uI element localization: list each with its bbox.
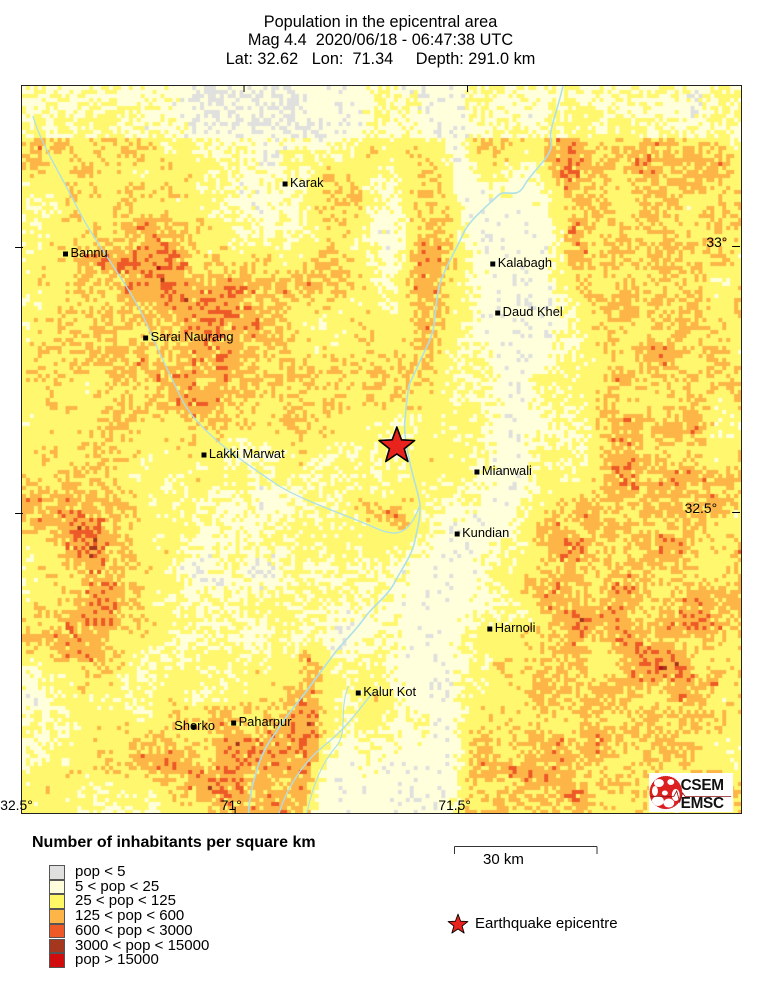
svg-text:CSEM: CSEM xyxy=(681,777,724,794)
svg-text:EMSC: EMSC xyxy=(681,795,724,812)
